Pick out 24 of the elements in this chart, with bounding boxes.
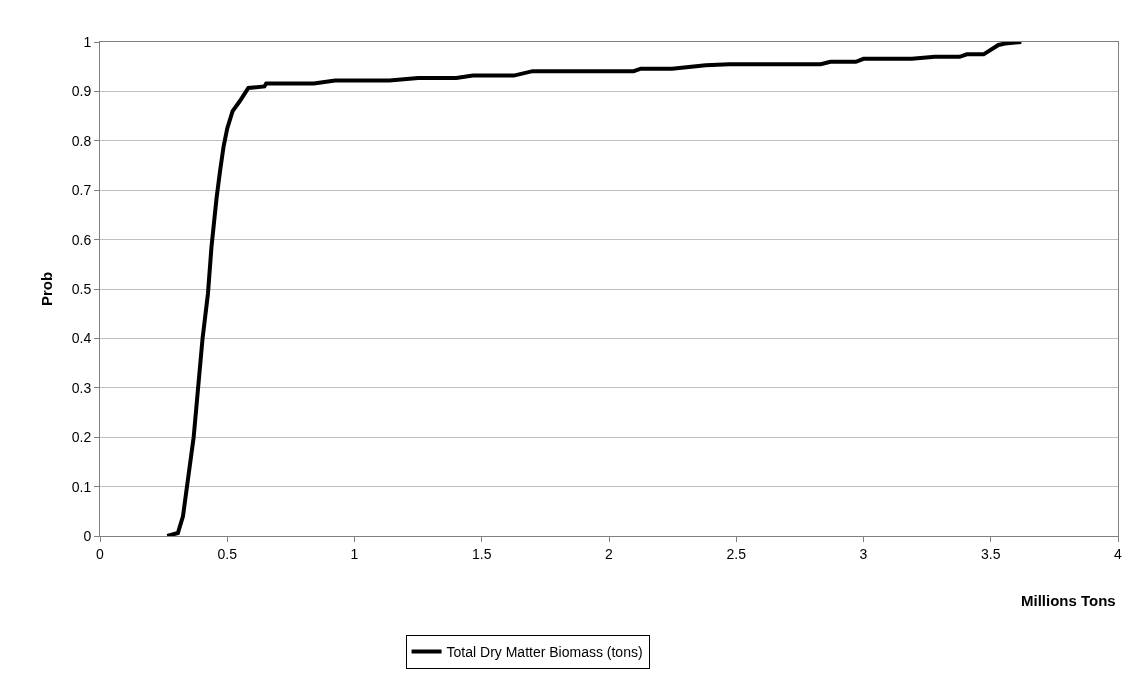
line-series (165, 42, 1024, 536)
x-tick-label: 1 (350, 545, 359, 562)
x-tick-label: 0 (96, 545, 105, 562)
y-tick-label: 0.5 (71, 280, 92, 297)
x-tick-label: 2.5 (726, 545, 747, 562)
x-tick-label: 3.5 (981, 545, 1001, 562)
y-tick-label: 0.6 (71, 231, 92, 248)
x-axis-title: Millions Tons (1021, 592, 1116, 609)
x-tick-label: 4 (1114, 545, 1123, 562)
y-axis-title: Prob (37, 271, 55, 307)
y-tick-label: 1 (83, 33, 92, 50)
x-tick-label: 2 (605, 545, 614, 562)
x-tick-label: 3 (859, 545, 868, 562)
y-tick-label: 0.9 (71, 83, 92, 100)
y-tick-label: 0.4 (71, 330, 92, 347)
x-tick-label: 1.5 (472, 545, 492, 562)
legend-label: Total Dry Matter Biomass (tons) (446, 643, 643, 660)
y-tick-label: 0.2 (71, 429, 92, 446)
y-tick-label: 0 (83, 527, 92, 544)
y-tick-label: 0.3 (71, 379, 92, 396)
x-tick-label: 0.5 (217, 545, 238, 562)
y-tick-label: 0.8 (71, 132, 92, 149)
y-tick-label: 0.1 (71, 478, 92, 495)
y-tick-label: 0.7 (71, 182, 92, 199)
